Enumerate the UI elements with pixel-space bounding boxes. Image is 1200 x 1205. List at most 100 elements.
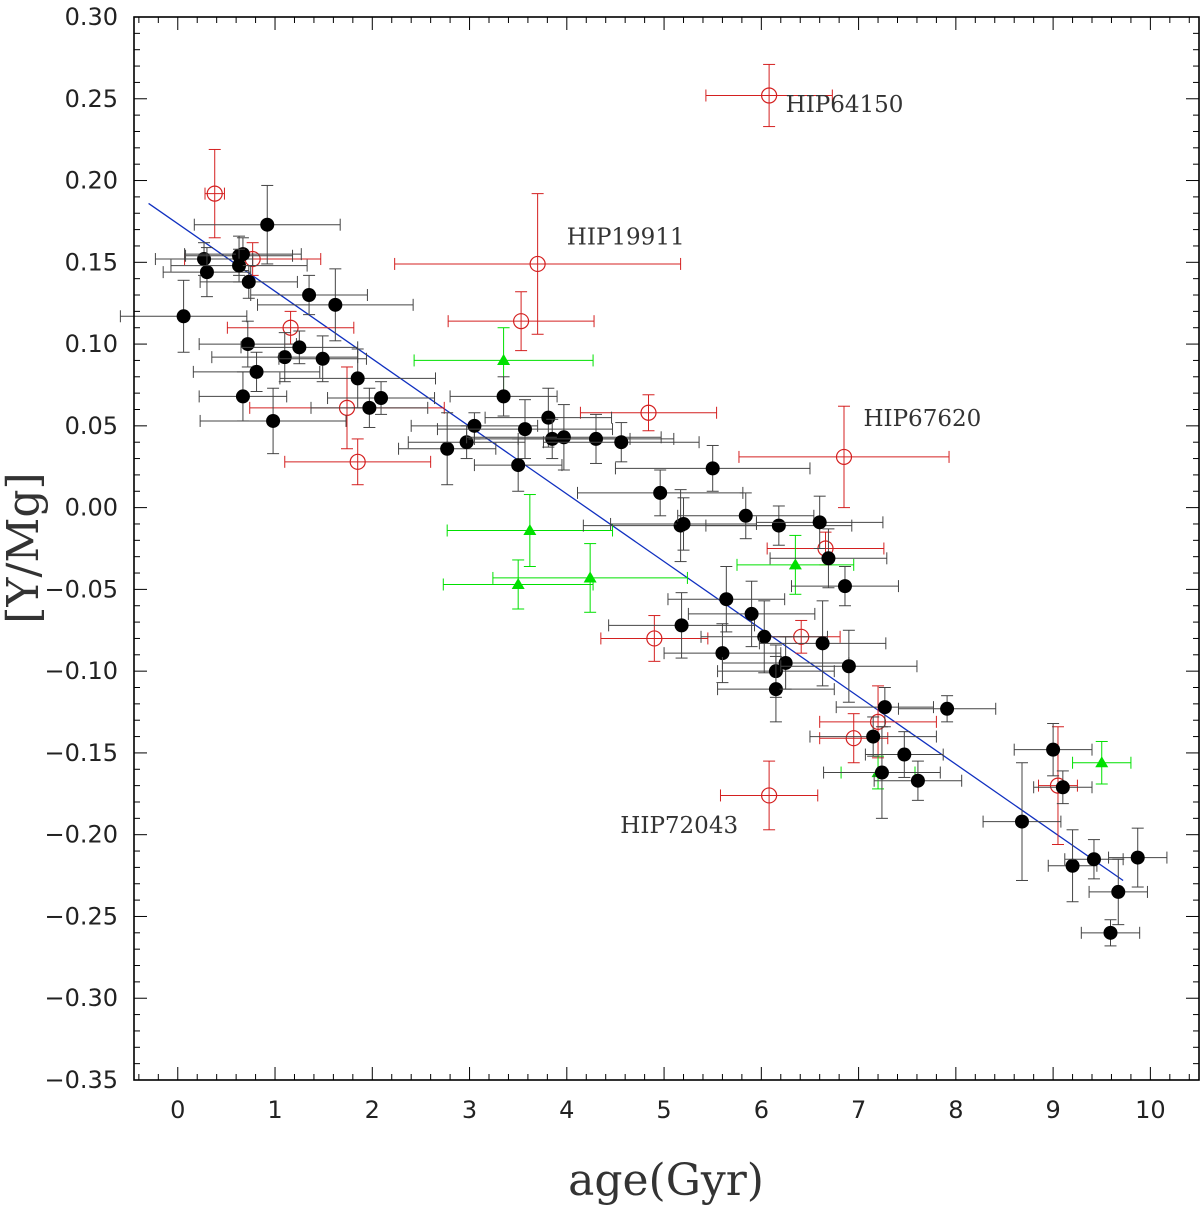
marker (614, 435, 629, 450)
open-circle-point (719, 760, 819, 831)
x-tick-label: 8 (948, 1096, 963, 1124)
filled-triangle-point (442, 559, 594, 610)
marker (705, 461, 720, 476)
marker (897, 747, 912, 762)
filled-circle-point (610, 497, 757, 551)
filled-triangle-point (446, 494, 614, 567)
open-circle-point (600, 615, 709, 662)
error-bar (600, 615, 709, 662)
open-circle-point (819, 685, 937, 759)
filled-circle-point (192, 351, 321, 393)
marker (640, 404, 657, 421)
filled-circle-point (982, 762, 1062, 881)
filled-circle-point (1080, 919, 1141, 947)
marker (674, 618, 689, 633)
x-tick-label: 10 (1135, 1096, 1166, 1124)
x-tick-label: 6 (754, 1096, 769, 1124)
marker (821, 551, 836, 566)
filled-circle-point (687, 580, 816, 648)
error-bar (394, 193, 682, 335)
filled-circle-point (614, 444, 811, 492)
filled-circle-point (466, 404, 662, 471)
marker (374, 391, 389, 406)
marker (869, 713, 887, 730)
marker (517, 422, 532, 437)
marker (841, 659, 856, 674)
y-tick-label: 0.25 (65, 85, 118, 113)
open-circle-point (284, 438, 432, 486)
marker (866, 729, 881, 744)
marker (1014, 814, 1029, 829)
marker (315, 351, 330, 366)
y-tick-label: −0.10 (44, 657, 118, 685)
x-tick-label: 0 (170, 1096, 185, 1124)
error-bar (719, 760, 819, 831)
marker (206, 185, 223, 202)
y-tick-label: 0.15 (65, 248, 118, 276)
open-circle-point (447, 291, 595, 352)
filled-circle-point (473, 438, 563, 492)
error-bar (284, 438, 432, 486)
marker (910, 773, 925, 788)
marker (266, 413, 281, 428)
marker (768, 682, 783, 697)
marker (497, 353, 511, 365)
marker (241, 274, 256, 289)
filled-circle-point (250, 274, 368, 316)
marker (835, 448, 853, 466)
marker (362, 400, 377, 415)
marker (292, 340, 307, 355)
y-tick-label: 0.30 (65, 3, 118, 31)
marker (249, 364, 264, 379)
filled-circle-point (809, 716, 937, 757)
open-circle-point (226, 310, 355, 345)
filled-circle-point (700, 600, 828, 674)
marker (328, 297, 343, 312)
axis-ticks (134, 16, 1199, 1081)
y-tick-label: −0.25 (44, 902, 118, 930)
open-circle-point (738, 405, 950, 509)
filled-circle-point (1013, 722, 1093, 777)
annotation-label: HIP67620 (863, 406, 981, 432)
annotation-label: HIP19911 (567, 224, 685, 250)
filled-circle-point (257, 268, 414, 342)
marker (719, 592, 734, 607)
filled-circle-point (769, 528, 888, 589)
y-tick-label: −0.20 (44, 821, 118, 849)
annotation-label: HIP72043 (620, 813, 738, 839)
plot-frame (133, 16, 1200, 1081)
filled-triangle-point (1072, 740, 1132, 785)
filled-circle-point (198, 371, 288, 422)
marker (812, 515, 827, 530)
marker (467, 418, 482, 433)
filled-circle-point (1033, 770, 1093, 805)
filled-circle-point (119, 279, 248, 353)
open-circle-point (705, 63, 833, 128)
filled-circle-point (211, 332, 359, 383)
y-tick-label: 0.05 (65, 412, 118, 440)
filled-circle-point (873, 760, 963, 801)
filled-triangle-point (492, 543, 688, 613)
filled-circle-point (663, 623, 782, 684)
marker (523, 524, 537, 536)
filled-circle-point (1088, 858, 1148, 926)
x-tick-label: 7 (851, 1096, 866, 1124)
marker (1095, 756, 1109, 768)
filled-circle-point (1047, 829, 1098, 903)
filled-circle-point (823, 726, 941, 819)
filled-circle-point (542, 422, 700, 463)
filled-circle-point (449, 376, 558, 417)
x-axis-title: age(Gyr) (568, 1155, 764, 1205)
annotation-label: HIP64150 (786, 92, 904, 118)
filled-circle-point (193, 184, 341, 265)
filled-circle-point (758, 600, 887, 687)
marker (940, 701, 955, 716)
filled-circle-point (835, 687, 934, 728)
filled-circle-point (608, 592, 756, 659)
marker (1065, 858, 1080, 873)
filled-circle-point (667, 565, 786, 633)
filled-circle-point (780, 629, 918, 703)
open-circle-point (579, 394, 718, 432)
marker (845, 730, 862, 747)
